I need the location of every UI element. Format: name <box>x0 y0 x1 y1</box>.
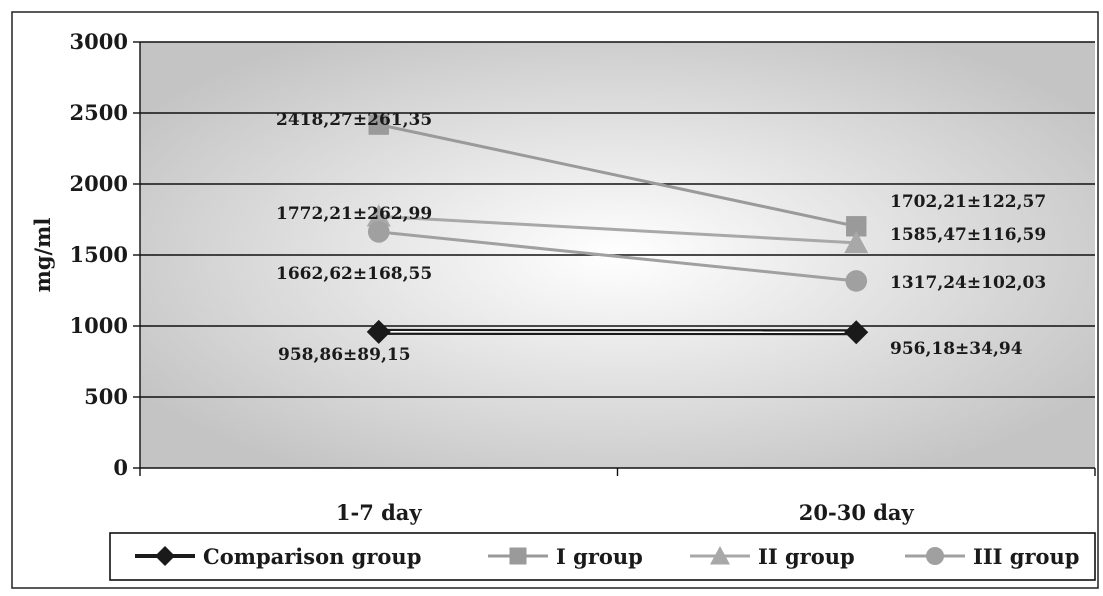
y-tick-label: 2500 <box>70 100 128 125</box>
legend-label-i-group: I group <box>556 544 643 569</box>
y-tick-label: 1000 <box>70 313 128 338</box>
x-tick-label: 20-30 day <box>799 500 915 525</box>
y-axis-label: mg/ml <box>30 218 55 293</box>
data-label: 1772,21±262,99 <box>276 204 432 224</box>
data-label: 958,86±89,15 <box>278 345 411 365</box>
legend-label-iii-group: III group <box>973 544 1080 569</box>
data-label: 2418,27±261,35 <box>276 110 432 130</box>
y-tick-label: 2000 <box>70 171 128 196</box>
y-tick-label: 1500 <box>70 242 128 267</box>
legend-label-comparison-group: Comparison group <box>203 544 421 569</box>
data-label: 956,18±34,94 <box>890 339 1023 359</box>
y-tick-label: 3000 <box>70 29 128 54</box>
legend-label-ii-group: II group <box>758 544 855 569</box>
data-point-iii-group <box>845 270 867 292</box>
data-point-iii-group <box>368 221 390 243</box>
data-label: 1702,21±122,57 <box>890 192 1046 212</box>
legend: Comparison group I group II group III group <box>110 533 1095 580</box>
data-label: 1317,24±102,03 <box>890 273 1046 293</box>
data-label: 1662,62±168,55 <box>276 264 432 284</box>
legend-marker-iii-group <box>926 547 944 565</box>
y-tick-label: 0 <box>113 455 128 480</box>
data-label: 1585,47±116,59 <box>890 225 1046 245</box>
legend-marker-i-group <box>510 548 527 565</box>
y-tick-label: 500 <box>84 384 128 409</box>
x-tick-label: 1-7 day <box>336 500 423 525</box>
